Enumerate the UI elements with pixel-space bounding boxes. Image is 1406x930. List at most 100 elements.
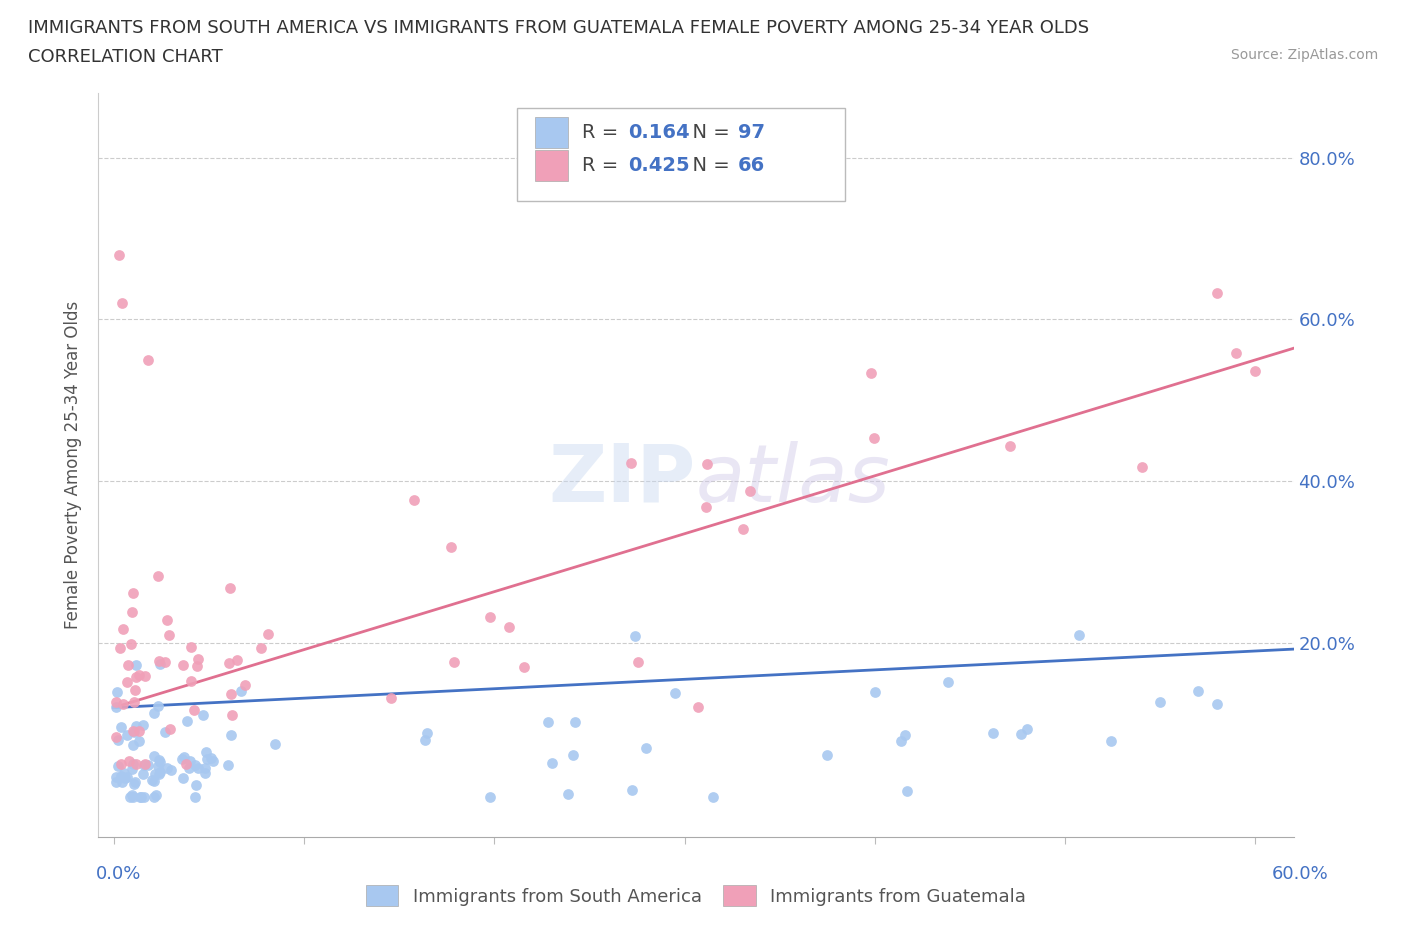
Point: [120, 637, 142, 652]
Y-axis label: Female Poverty Among 25-34 Year Olds: Female Poverty Among 25-34 Year Olds: [65, 301, 83, 629]
Point: [194, 744, 217, 759]
Point: [936, 674, 959, 689]
Point: [148, 752, 170, 767]
Point: [141, 772, 163, 787]
Point: [1017, 722, 1039, 737]
Point: [1187, 684, 1209, 698]
FancyBboxPatch shape: [534, 150, 568, 180]
Point: [104, 695, 127, 710]
Point: [1010, 726, 1032, 741]
FancyBboxPatch shape: [517, 108, 845, 201]
Point: [180, 673, 202, 688]
Point: [250, 641, 273, 656]
Point: [125, 670, 148, 684]
Point: [108, 640, 131, 655]
Point: [110, 757, 132, 772]
Point: [143, 766, 166, 781]
Point: [184, 758, 207, 773]
Point: [122, 694, 145, 709]
Point: [146, 568, 169, 583]
Point: [111, 296, 134, 311]
Point: [122, 724, 145, 739]
Point: [863, 684, 886, 699]
Point: [132, 766, 155, 781]
Point: [1130, 459, 1153, 474]
Point: [187, 761, 209, 776]
Text: 66: 66: [738, 155, 765, 175]
Point: [121, 724, 143, 738]
Point: [187, 651, 209, 666]
Point: [194, 761, 217, 776]
Point: [173, 750, 195, 764]
Point: [134, 758, 156, 773]
Text: 0.425: 0.425: [628, 155, 689, 175]
Point: [111, 774, 134, 789]
Point: [413, 733, 436, 748]
Point: [122, 777, 145, 791]
Point: [143, 706, 166, 721]
Point: [120, 790, 142, 804]
Point: [125, 757, 148, 772]
Point: [404, 492, 426, 507]
Point: [143, 749, 166, 764]
Point: [894, 727, 917, 742]
Point: [112, 765, 135, 780]
Point: [156, 761, 179, 776]
Point: [125, 658, 148, 672]
Point: [513, 659, 536, 674]
Text: IMMIGRANTS FROM SOUTH AMERICA VS IMMIGRANTS FROM GUATEMALA FEMALE POVERTY AMONG : IMMIGRANTS FROM SOUTH AMERICA VS IMMIGRA…: [28, 19, 1090, 36]
Point: [256, 626, 278, 641]
Point: [561, 748, 583, 763]
Legend: Immigrants from South America, Immigrants from Guatemala: Immigrants from South America, Immigrant…: [359, 878, 1033, 913]
Point: [128, 734, 150, 749]
Point: [157, 628, 180, 643]
Point: [620, 456, 643, 471]
Point: [156, 612, 179, 627]
Point: [863, 431, 886, 445]
Point: [132, 790, 155, 804]
Point: [160, 763, 183, 777]
Point: [110, 720, 132, 735]
Point: [125, 718, 148, 733]
Point: [229, 684, 252, 698]
Text: 0.0%: 0.0%: [96, 865, 141, 883]
Point: [564, 714, 586, 729]
Point: [172, 658, 194, 672]
Point: [124, 775, 146, 790]
Point: [202, 754, 225, 769]
Point: [134, 757, 156, 772]
Text: 60.0%: 60.0%: [1272, 865, 1329, 883]
Point: [121, 762, 143, 777]
Point: [627, 655, 650, 670]
Point: [136, 757, 159, 772]
Point: [136, 352, 159, 367]
Point: [416, 725, 439, 740]
Point: [998, 439, 1021, 454]
Point: [896, 784, 918, 799]
Text: 97: 97: [738, 123, 765, 142]
Point: [104, 770, 127, 785]
Point: [105, 684, 128, 699]
Point: [121, 788, 143, 803]
Text: 0.164: 0.164: [628, 123, 689, 142]
Point: [498, 619, 520, 634]
Point: [1244, 364, 1267, 379]
Point: [186, 659, 208, 674]
Text: Source: ZipAtlas.com: Source: ZipAtlas.com: [1230, 48, 1378, 62]
Point: [177, 760, 200, 775]
Point: [115, 770, 138, 785]
Point: [981, 725, 1004, 740]
Point: [815, 747, 838, 762]
Point: [108, 247, 131, 262]
Point: [148, 767, 170, 782]
Text: R =: R =: [582, 123, 624, 142]
Point: [557, 787, 579, 802]
Point: [479, 610, 502, 625]
Point: [541, 756, 564, 771]
Text: ZIP: ZIP: [548, 441, 696, 519]
FancyBboxPatch shape: [534, 117, 568, 148]
Point: [225, 653, 247, 668]
Point: [121, 737, 143, 752]
Point: [180, 640, 202, 655]
Point: [128, 790, 150, 804]
